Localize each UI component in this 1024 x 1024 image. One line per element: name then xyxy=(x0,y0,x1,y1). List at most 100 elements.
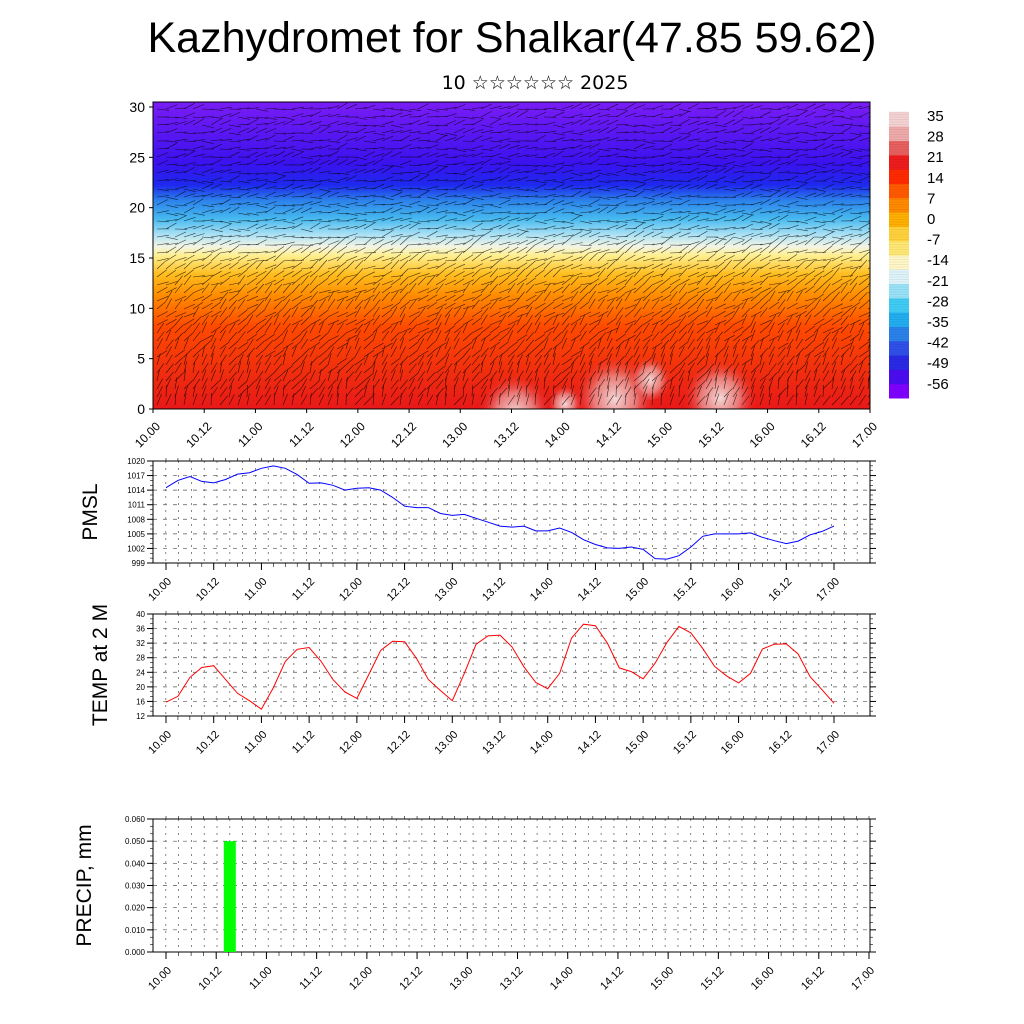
wind-barb-shaft xyxy=(768,156,782,159)
wind-barb-shaft xyxy=(516,254,528,262)
wind-barb-shaft xyxy=(759,378,766,390)
wind-barb-shaft xyxy=(507,241,520,246)
wind-barb-shaft xyxy=(201,310,213,318)
wind-barb-shaft xyxy=(462,279,474,286)
wind-barb-shaft xyxy=(588,158,600,166)
wind-barb-shaft xyxy=(849,242,862,246)
wind-barb-shaft xyxy=(219,395,228,406)
wind-barb-shaft xyxy=(336,252,346,262)
wind-barb-shaft xyxy=(624,124,637,128)
wind-barb-shaft xyxy=(588,150,600,158)
wind-barb-shaft xyxy=(606,220,619,223)
wind-barb-shaft xyxy=(804,308,814,318)
wind-barb-shaft xyxy=(192,296,205,302)
wind-barb-shaft xyxy=(534,172,547,175)
wind-barb-shaft xyxy=(300,394,308,406)
wind-barb-shaft xyxy=(183,167,195,174)
wind-barb-shaft xyxy=(336,276,347,286)
wind-barb-shaft xyxy=(525,129,538,134)
wind-barb-shaft xyxy=(318,259,328,270)
wind-barb-shaft xyxy=(435,295,448,302)
wind-barb-shaft xyxy=(372,306,380,318)
wind-barb-shaft xyxy=(480,373,491,382)
wind-barb-shaft xyxy=(435,210,448,214)
wind-barb-shaft xyxy=(669,223,681,230)
wind-barb-shaft xyxy=(750,228,764,230)
wind-barb-shaft xyxy=(156,179,169,182)
wind-barb-shaft xyxy=(300,324,311,334)
wind-barb-shaft xyxy=(408,316,418,326)
wind-barb-shaft xyxy=(462,254,474,262)
wind-barb-shaft xyxy=(156,363,165,374)
wind-barb-shaft xyxy=(480,337,486,350)
wind-barb-shaft xyxy=(453,348,463,358)
wind-barb-shaft xyxy=(849,233,862,238)
wind-barb-shaft xyxy=(228,394,235,406)
wind-barb-shaft xyxy=(363,160,376,166)
wind-barb-shaft xyxy=(552,322,560,334)
wind-barb-shaft xyxy=(786,314,793,326)
wind-barb-shaft xyxy=(327,113,340,118)
wind-barb-shaft xyxy=(741,369,747,382)
wind-barb-shaft xyxy=(228,299,238,310)
wind-barb-shaft xyxy=(327,265,340,270)
wind-barb-shaft xyxy=(615,220,628,223)
wind-barb-shaft xyxy=(615,356,625,366)
wind-barb-shaft xyxy=(210,202,223,206)
wind-barb-shaft xyxy=(732,333,743,342)
wind-barb-shaft xyxy=(714,275,724,286)
wind-barb-shaft xyxy=(291,322,299,334)
wind-barb-shaft xyxy=(597,240,610,246)
wind-barb-shaft xyxy=(840,369,845,382)
wind-barb-shaft xyxy=(768,301,779,310)
wind-barb-shaft xyxy=(282,183,294,190)
wind-barb-shaft xyxy=(156,199,168,206)
wind-barb-shaft xyxy=(318,126,330,134)
wind-barb-shaft xyxy=(714,284,724,294)
pmsl-panel-y-tick-label: 1011 xyxy=(128,501,146,510)
wind-barb-shaft xyxy=(183,303,196,310)
wind-barb-shaft xyxy=(579,191,591,198)
wind-barb-shaft xyxy=(642,231,654,238)
wind-barb-shaft xyxy=(417,227,431,230)
wind-barb-shaft xyxy=(318,139,331,142)
wind-barb-shaft xyxy=(273,212,287,215)
wind-barb-shaft xyxy=(525,195,538,198)
wind-barb-shaft xyxy=(363,252,373,262)
wind-barb-shaft xyxy=(813,188,826,192)
wind-barb-shaft xyxy=(633,156,646,159)
wind-barb-shaft xyxy=(750,364,760,374)
wind-barb-shaft xyxy=(579,370,587,382)
wind-barb-shaft xyxy=(696,203,710,206)
wind-barb-shaft xyxy=(354,124,367,127)
wind-barb-shaft xyxy=(183,103,195,110)
wind-barb-shaft xyxy=(354,337,360,350)
wind-barb-shaft xyxy=(678,108,691,113)
wind-barb-shaft xyxy=(606,287,619,294)
wind-barb-shaft xyxy=(804,301,815,310)
wind-barb-shaft xyxy=(534,362,542,374)
wind-barb-shaft xyxy=(417,393,424,406)
wind-barb-shaft xyxy=(480,294,492,302)
wind-barb-shaft xyxy=(237,107,250,110)
wind-barb-shaft xyxy=(750,247,763,254)
wind-barb-shaft xyxy=(678,110,690,118)
wind-barb-shaft xyxy=(840,151,853,158)
wind-barb-shaft xyxy=(633,180,646,184)
wind-barb-shaft xyxy=(471,263,483,270)
wind-barb-shaft xyxy=(291,216,304,222)
wind-barb-shaft xyxy=(273,278,285,286)
wind-barb-shaft xyxy=(768,127,780,134)
wind-barb-shaft xyxy=(489,320,502,326)
wind-barb-shaft xyxy=(219,148,233,150)
wind-barb-shaft xyxy=(282,345,289,358)
wind-barb-shaft xyxy=(813,385,818,398)
wind-barb-shaft xyxy=(579,353,585,366)
wind-barb-shaft xyxy=(471,236,482,246)
wind-barb-shaft xyxy=(714,167,727,174)
wind-barb-shaft xyxy=(741,358,753,366)
colorbar-swatch xyxy=(889,112,909,127)
heatmap-x-tick-label: 13.12 xyxy=(490,419,521,450)
wind-barb-shaft xyxy=(174,215,186,222)
wind-barb-shaft xyxy=(498,122,511,126)
